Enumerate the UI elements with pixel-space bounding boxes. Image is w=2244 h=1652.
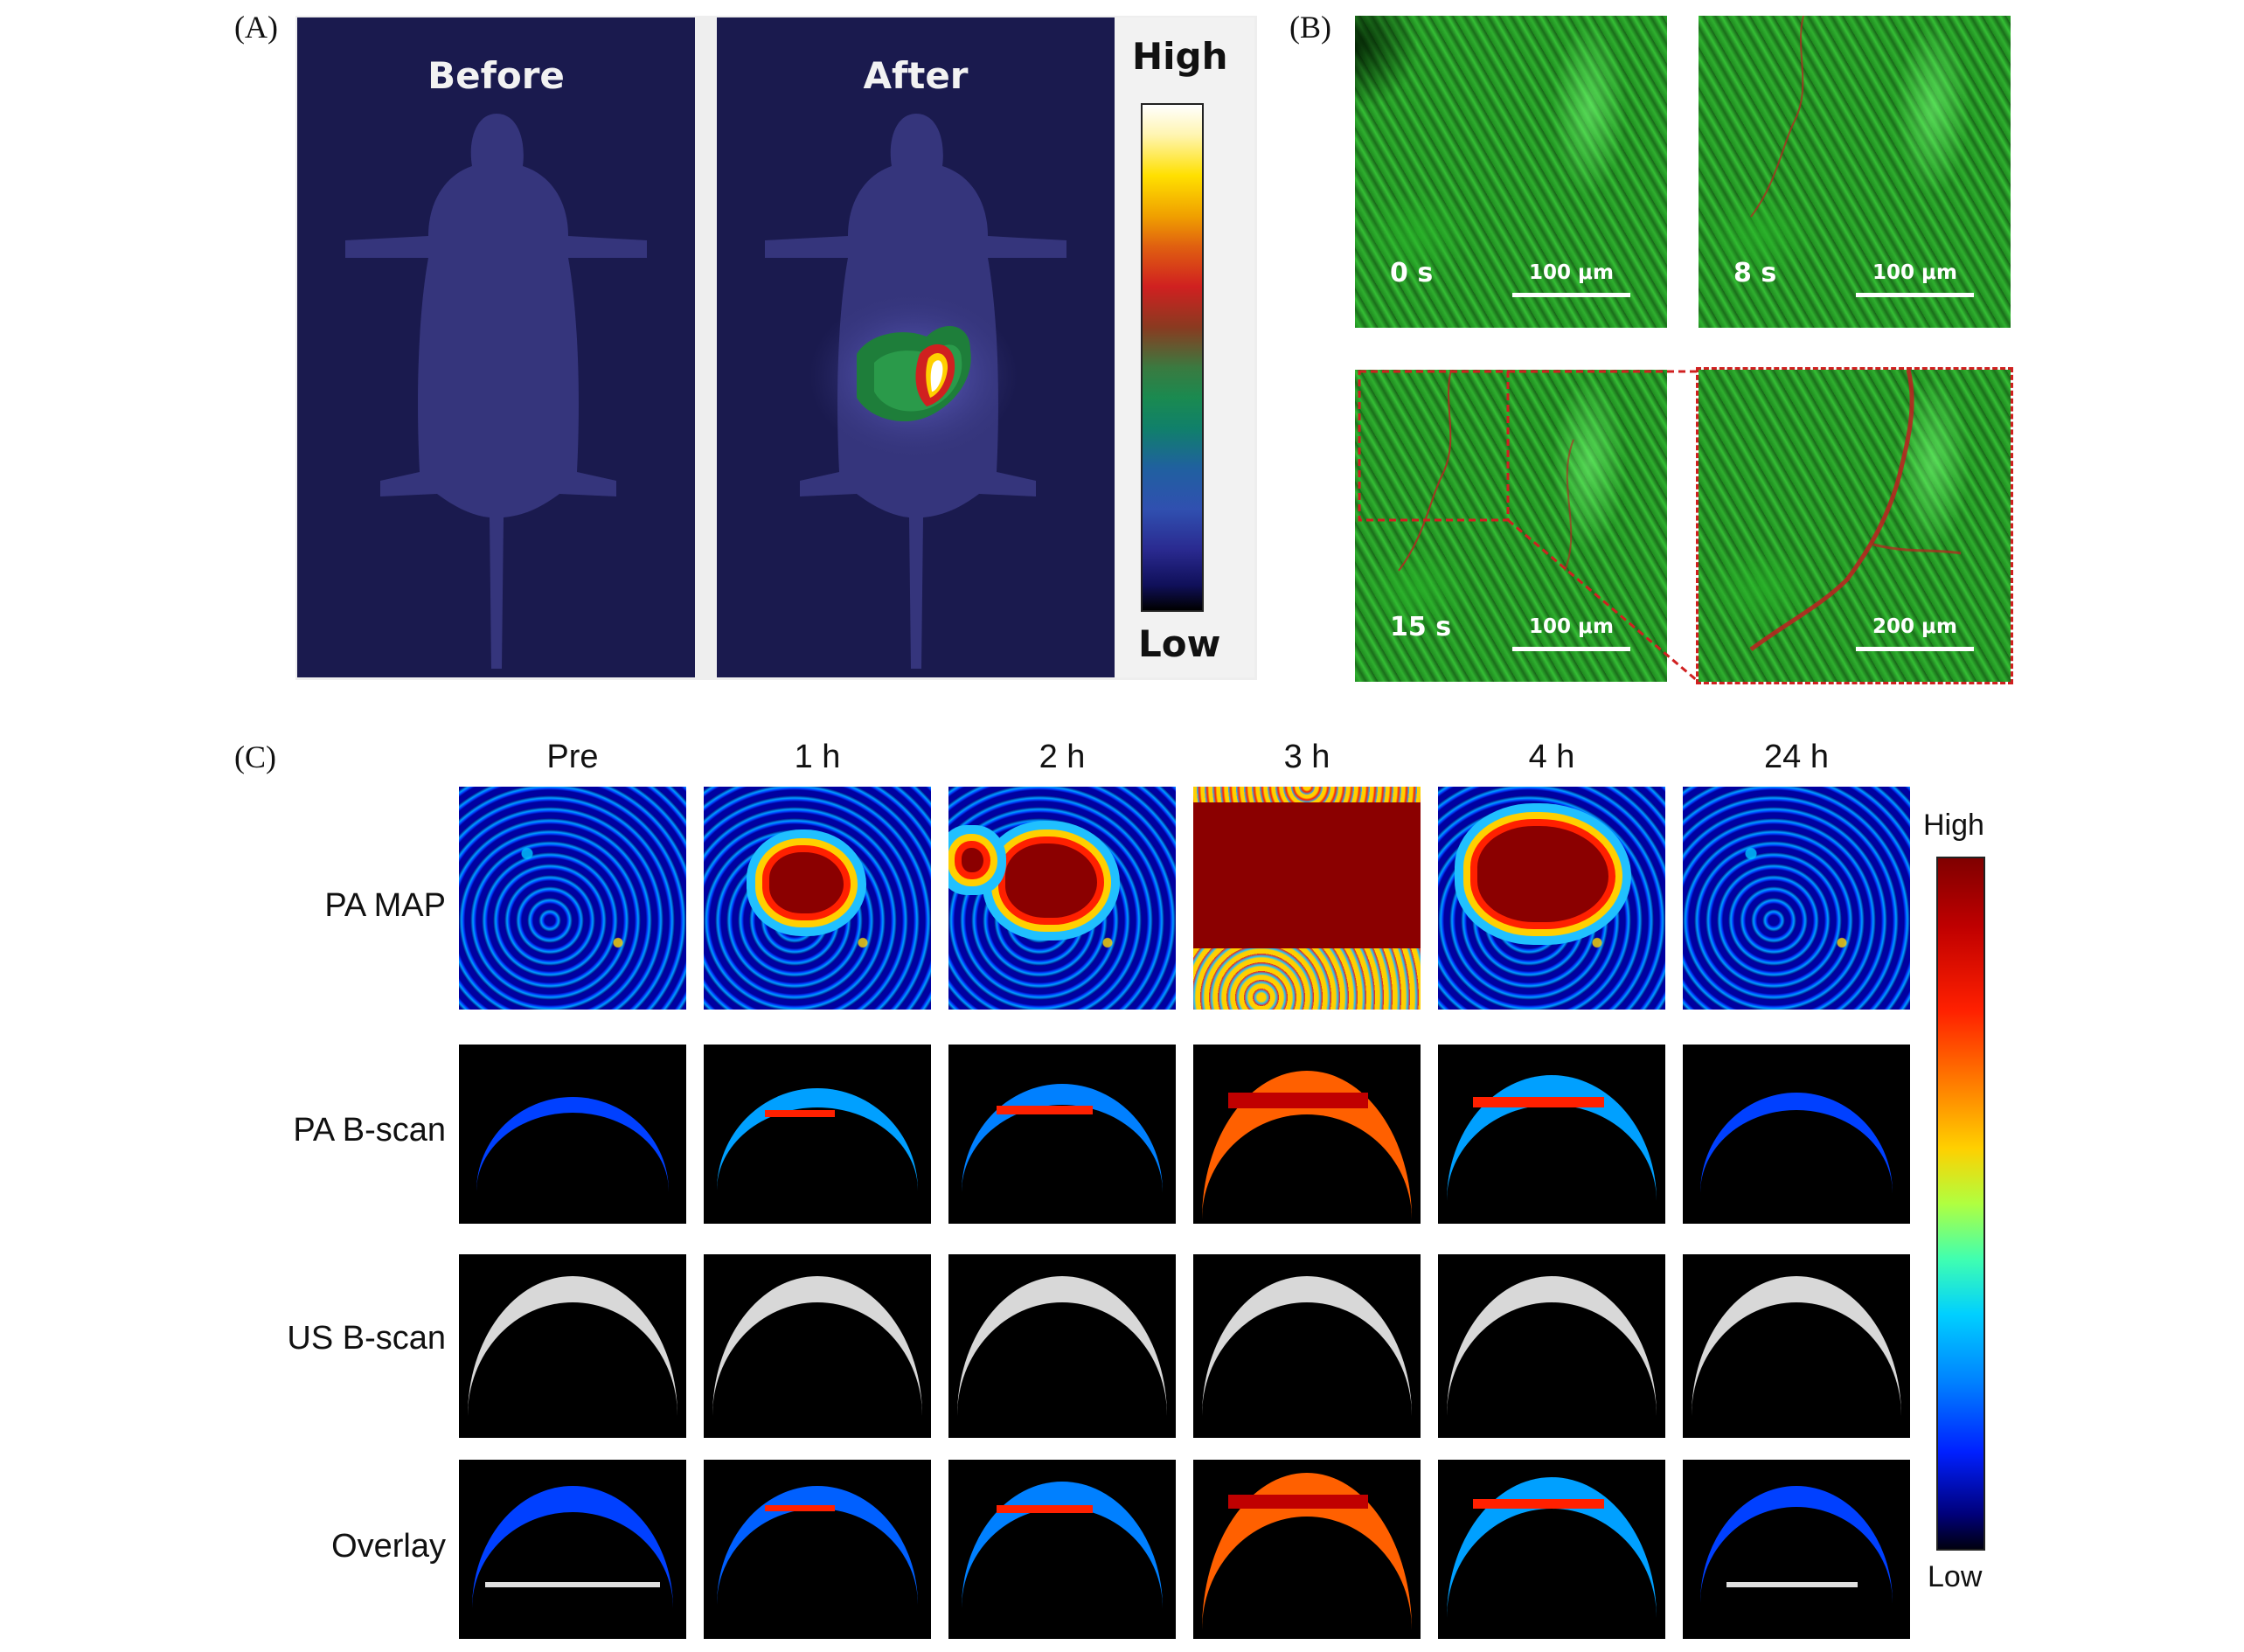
colorbar-c-high-label: High — [1923, 809, 1984, 842]
scale-bar — [1856, 293, 1974, 297]
pa-bscan-24h — [1683, 1045, 1910, 1224]
micro-tile-0s: 0 s 100 μm — [1355, 16, 1667, 328]
pa-map-2h — [948, 787, 1176, 1010]
signal-arc — [962, 1482, 1163, 1608]
signal-blob — [1005, 843, 1097, 918]
row-header-pa-map: PA MAP — [324, 887, 446, 924]
us-bscan-2h — [948, 1254, 1176, 1438]
colorbar-a-high-label: High — [1132, 35, 1228, 78]
signal-arc — [476, 1097, 669, 1191]
tissue-arc — [1692, 1276, 1901, 1416]
pa-bscan-1h — [704, 1045, 931, 1224]
colorbar-a-low-label: Low — [1138, 622, 1221, 665]
scale-bar — [1856, 647, 1974, 651]
scale-label: 200 μm — [1872, 615, 1957, 638]
signal-core — [1228, 1495, 1368, 1509]
column-header-2h: 2 h — [1039, 739, 1086, 775]
overlay-24h — [1683, 1460, 1910, 1639]
scale-bar — [1512, 647, 1630, 651]
overlay-pre — [459, 1460, 686, 1639]
before-image: Before — [297, 17, 695, 677]
us-bscan-3h — [1193, 1254, 1421, 1438]
signal-arc — [1447, 1075, 1657, 1201]
scale-label: 100 μm — [1529, 261, 1614, 284]
signal-core — [765, 1505, 835, 1511]
before-title: Before — [427, 54, 565, 97]
tissue-line — [1726, 1582, 1858, 1587]
row-header-overlay: Overlay — [331, 1528, 446, 1565]
red-vessel-trace — [1358, 370, 1574, 572]
overlay-3h — [1193, 1460, 1421, 1639]
signal-arc — [962, 1084, 1163, 1192]
time-label: 0 s — [1390, 258, 1434, 288]
panel-a-label: (A) — [234, 10, 278, 45]
signal-core — [1473, 1499, 1604, 1509]
signal-core — [997, 1106, 1093, 1114]
tissue-arc — [1202, 1276, 1412, 1416]
signal-arc — [472, 1486, 673, 1608]
row-header-pa-bscan: PA B-scan — [293, 1112, 446, 1149]
tissue-arc — [468, 1276, 677, 1416]
column-header-3h: 3 h — [1283, 739, 1330, 775]
zoom-connector-lines — [1507, 370, 1699, 684]
pa-bscan-3h — [1193, 1045, 1421, 1224]
pa-map-1h — [704, 787, 931, 1010]
signal-blob — [769, 852, 844, 913]
signal-blob — [1477, 826, 1608, 922]
row-header-us-bscan: US B-scan — [287, 1320, 446, 1357]
us-bscan-24h — [1683, 1254, 1910, 1438]
overlay-2h — [948, 1460, 1176, 1639]
colorbar-c — [1936, 857, 1985, 1551]
signal-arc — [717, 1486, 918, 1605]
pa-map-3h — [1193, 787, 1421, 1010]
red-vessel-trace — [1750, 16, 1804, 218]
scale-label: 100 μm — [1872, 261, 1957, 284]
pa-map-24h — [1683, 787, 1910, 1010]
panel-c-label: (C) — [234, 739, 276, 774]
tissue-arc — [1447, 1276, 1657, 1416]
time-label: 15 s — [1390, 612, 1452, 642]
micro-tile-8s: 8 s 100 μm — [1699, 16, 2011, 328]
pa-bscan-2h — [948, 1045, 1176, 1224]
dark-region — [1355, 16, 1416, 112]
colorbar-a — [1141, 103, 1204, 612]
red-vessel-trace — [1749, 370, 1962, 652]
signal-core — [997, 1505, 1093, 1513]
pa-bscan-4h — [1438, 1045, 1665, 1224]
scale-bar — [1512, 293, 1630, 297]
us-bscan-pre — [459, 1254, 686, 1438]
signal-arc — [1700, 1093, 1893, 1193]
colorbar-c-low-label: Low — [1928, 1560, 1983, 1593]
pa-map-pre — [459, 787, 686, 1010]
signal-arc — [717, 1088, 918, 1190]
pa-bscan-pre — [459, 1045, 686, 1224]
mouse-silhouette-after — [765, 114, 1066, 669]
after-image: After — [717, 17, 1115, 677]
column-header-1h: 1 h — [794, 739, 841, 775]
scale-label: 100 μm — [1529, 615, 1614, 638]
pa-map-4h — [1438, 787, 1665, 1010]
after-title: After — [863, 54, 969, 97]
tissue-arc — [957, 1276, 1167, 1416]
overlay-1h — [704, 1460, 931, 1639]
us-bscan-1h — [704, 1254, 931, 1438]
overlay-4h — [1438, 1460, 1665, 1639]
us-bscan-4h — [1438, 1254, 1665, 1438]
signal-core — [765, 1110, 835, 1117]
column-header-4h: 4 h — [1528, 739, 1575, 775]
signal-core — [1473, 1097, 1604, 1107]
micro-tile-15s: 15 s 100 μm — [1355, 370, 1667, 682]
panel-b-label: (B) — [1289, 10, 1331, 45]
column-header-24h: 24 h — [1764, 739, 1829, 775]
signal-edge — [1193, 948, 1421, 1010]
micro-tile-zoom: 200 μm — [1696, 367, 2013, 684]
tissue-arc — [712, 1276, 922, 1416]
signal-blob — [962, 848, 983, 872]
tissue-line — [485, 1582, 660, 1587]
column-header-pre: Pre — [546, 739, 599, 775]
time-label: 8 s — [1733, 258, 1777, 288]
mouse-silhouette-before — [345, 114, 647, 669]
signal-edge — [1193, 787, 1421, 802]
signal-core — [1228, 1093, 1368, 1108]
